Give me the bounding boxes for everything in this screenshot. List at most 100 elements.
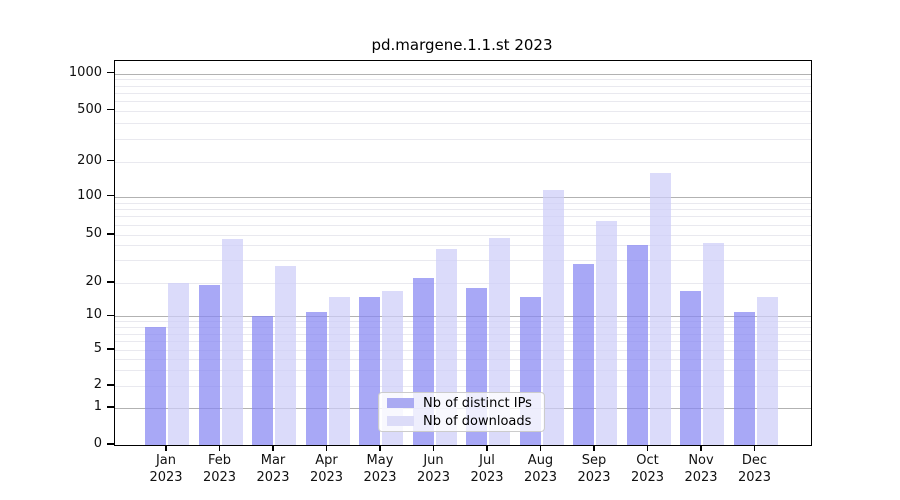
bar-ip-mar — [252, 316, 273, 445]
gridline-minor — [115, 85, 811, 87]
bar-ip-dec — [733, 311, 755, 445]
legend-label-downloads: Nb of downloads — [423, 413, 532, 429]
x-tick-mark — [539, 445, 542, 451]
chart-title: pd.margene.1.1.st 2023 — [371, 36, 553, 54]
gridline-minor — [115, 100, 811, 102]
legend-item-distinct-ips: Nb of distinct IPs — [379, 396, 544, 411]
y-tick-label: 50 — [85, 226, 102, 241]
y-tick-label: 20 — [85, 274, 102, 289]
x-tick-mark — [379, 445, 381, 451]
gridline-minor — [115, 139, 811, 141]
y-tick-mark — [107, 281, 114, 283]
x-tick-mark — [165, 445, 167, 451]
x-tick-label: Dec 2023 — [737, 453, 772, 485]
gridline-minor — [115, 341, 811, 343]
bar-ip-jan — [145, 327, 166, 445]
y-tick-label: 10 — [85, 307, 102, 323]
bar-dl-oct — [649, 172, 671, 445]
bar-ip-feb — [198, 285, 220, 445]
y-tick-label: 100 — [77, 187, 102, 203]
bar-ip-sep — [573, 264, 594, 445]
y-tick-mark — [107, 195, 114, 197]
gridline-minor — [115, 245, 811, 247]
x-tick-mark — [753, 445, 756, 451]
gridline-minor — [115, 333, 811, 335]
gridline-major — [115, 73, 811, 75]
bar-dl-dec — [756, 296, 778, 445]
y-tick-mark — [107, 72, 114, 74]
bar-ip-nov — [680, 290, 701, 445]
gridline-major — [115, 196, 811, 198]
legend-item-downloads: Nb of downloads — [379, 414, 544, 429]
gridline-minor — [115, 283, 811, 284]
x-tick-label: Jan 2023 — [149, 453, 183, 485]
x-tick-mark — [646, 445, 649, 451]
x-tick-mark — [700, 445, 702, 451]
gridline-minor — [115, 161, 811, 163]
gridline-minor — [115, 358, 811, 360]
gridline-major — [115, 316, 811, 318]
y-tick-mark — [107, 348, 114, 350]
gridline-minor — [115, 235, 811, 236]
bar-dl-jan — [168, 283, 189, 445]
downloads-swatch — [387, 416, 414, 426]
bar-ip-may — [359, 296, 380, 445]
y-tick-label: 200 — [77, 152, 102, 168]
x-tick-mark — [218, 445, 221, 451]
gridline-minor — [115, 224, 811, 226]
x-tick-mark — [325, 445, 328, 451]
gridline-minor — [115, 110, 811, 112]
bar-dl-aug — [542, 190, 564, 445]
gridline-minor — [115, 123, 811, 125]
x-tick-label: May 2023 — [363, 453, 397, 485]
bar-ip-apr — [305, 311, 327, 445]
x-tick-label: Mar 2023 — [256, 453, 290, 485]
y-tick-mark — [107, 314, 114, 316]
plot-area — [114, 60, 812, 446]
y-tick-label: 5 — [93, 341, 102, 356]
gridline-minor — [115, 209, 811, 211]
x-tick-label: Jun 2023 — [416, 453, 451, 485]
x-tick-mark — [432, 445, 435, 451]
x-tick-mark — [486, 445, 488, 451]
distinct-ips-swatch — [387, 398, 414, 408]
legend: Nb of distinct IPs Nb of downloads — [378, 392, 545, 432]
gridline-minor — [115, 92, 811, 94]
y-tick-mark — [107, 384, 114, 386]
bar-ip-oct — [626, 245, 648, 445]
y-tick-mark — [107, 233, 114, 235]
x-tick-label: Aug 2023 — [523, 453, 558, 485]
y-tick-mark — [107, 406, 114, 408]
bar-dl-nov — [703, 243, 724, 445]
legend-label-distinct-ips: Nb of distinct IPs — [423, 395, 532, 411]
y-tick-mark — [107, 443, 114, 445]
x-tick-label: Nov 2023 — [684, 453, 718, 485]
gridline-minor — [115, 350, 811, 351]
x-tick-label: Jul 2023 — [470, 453, 504, 485]
y-tick-label: 1000 — [68, 64, 102, 80]
y-tick-label: 2 — [93, 377, 102, 392]
bar-dl-sep — [596, 220, 617, 445]
gridline-minor — [115, 386, 811, 387]
x-tick-label: Sep 2023 — [577, 453, 611, 485]
gridline-minor — [115, 260, 811, 262]
y-tick-label: 500 — [77, 101, 102, 117]
bar-dl-apr — [328, 296, 350, 445]
x-tick-mark — [593, 445, 595, 451]
gridline-minor — [115, 216, 811, 218]
x-tick-label: Feb 2023 — [202, 453, 237, 485]
gridline-minor — [115, 79, 811, 81]
y-tick-mark — [107, 109, 114, 111]
y-tick-mark — [107, 159, 114, 162]
x-tick-mark — [272, 445, 274, 451]
gridline-minor — [115, 327, 811, 329]
x-tick-label: Oct 2023 — [630, 453, 665, 485]
gridline-minor — [115, 321, 811, 323]
bar-dl-feb — [221, 238, 243, 445]
gridline-minor — [115, 370, 811, 372]
y-tick-label: 0 — [93, 436, 102, 451]
x-tick-label: Apr 2023 — [309, 453, 344, 485]
y-tick-label: 1 — [93, 399, 102, 414]
gridline-minor — [115, 202, 811, 204]
